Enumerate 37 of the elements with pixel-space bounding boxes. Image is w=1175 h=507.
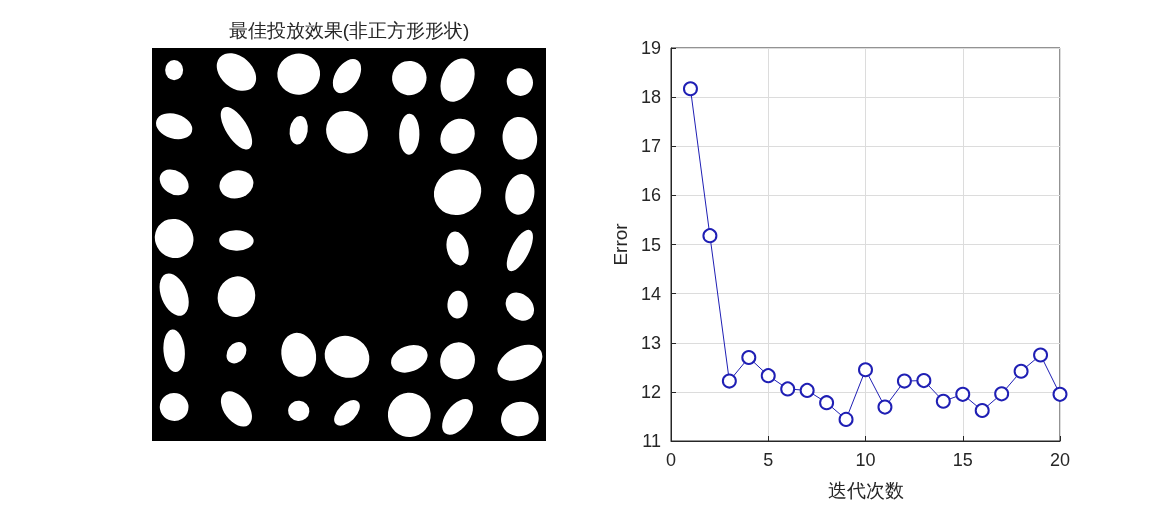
y-axis-title: Error [610, 222, 632, 266]
x-axis-title: 迭代次数 [827, 480, 904, 501]
point [916, 373, 932, 389]
x-tick-label: 20 [1049, 450, 1071, 470]
point [760, 368, 776, 384]
x-tick-label: 10 [855, 450, 876, 470]
point [741, 349, 757, 365]
point [896, 373, 912, 389]
point [935, 393, 951, 409]
point [682, 81, 698, 97]
point [702, 228, 718, 244]
point [819, 395, 835, 411]
point [1052, 386, 1068, 402]
y-tick-label: 12 [640, 381, 661, 402]
point [1013, 363, 1029, 379]
x-tick-label: 0 [665, 450, 677, 470]
x-tick-label: 15 [952, 450, 973, 470]
point [877, 399, 893, 415]
y-tick-label: 15 [640, 234, 661, 255]
point [994, 386, 1010, 402]
y-tick-label: 19 [640, 38, 661, 58]
text: 最佳投放效果(非正方形形状) [227, 19, 471, 43]
y-tick-label: 14 [640, 283, 661, 304]
point [838, 411, 854, 427]
y-tick-label: 16 [640, 185, 661, 206]
y-tick-label: 18 [640, 87, 661, 108]
point [799, 382, 815, 398]
y-tick-label: 17 [640, 136, 661, 157]
point [974, 403, 990, 419]
y-tick-label: 11 [642, 431, 661, 451]
point [780, 381, 796, 397]
point [721, 373, 737, 389]
point [1033, 347, 1049, 363]
point [955, 386, 971, 402]
x-tick-label: 5 [763, 450, 774, 470]
y-tick-label: 13 [640, 332, 661, 353]
point [858, 362, 873, 378]
